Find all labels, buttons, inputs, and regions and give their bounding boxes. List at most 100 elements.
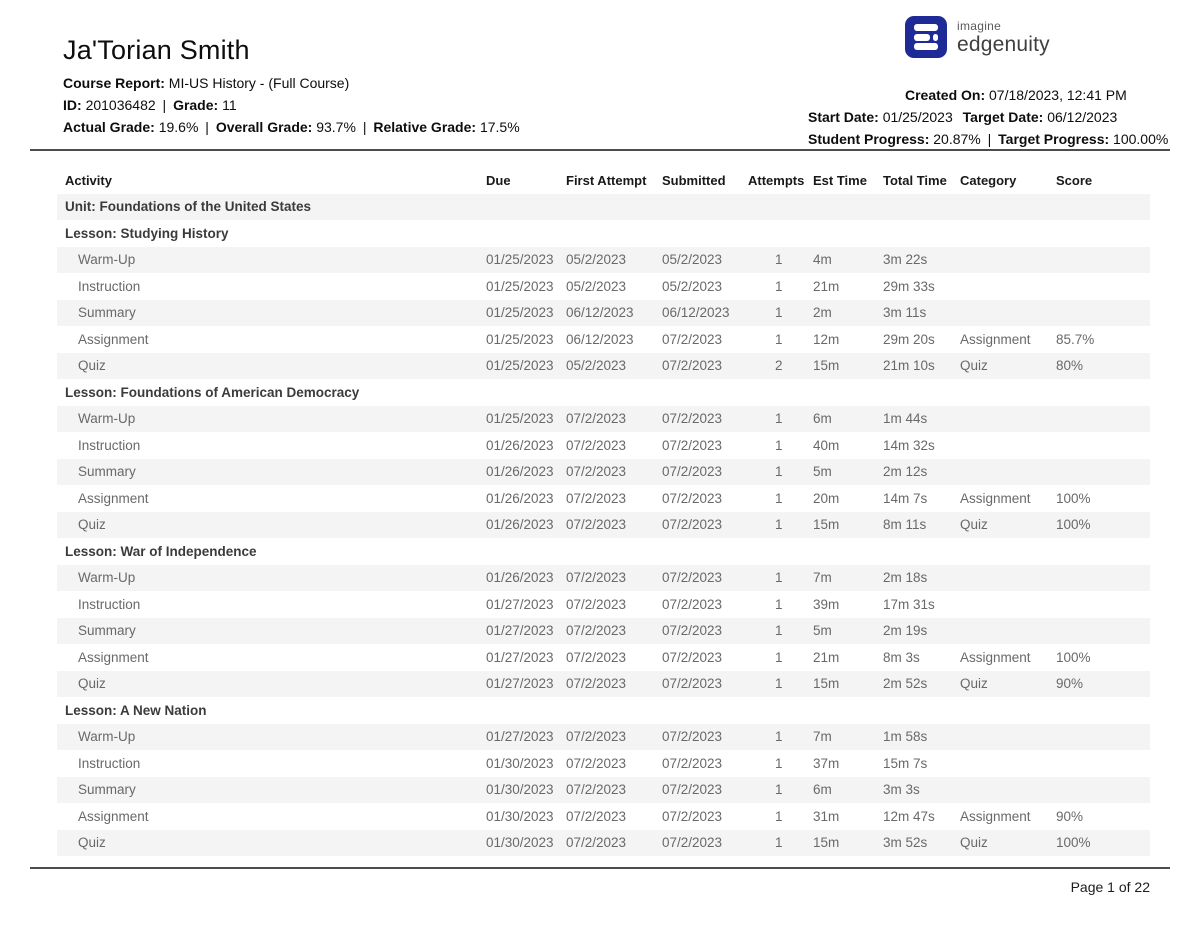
cell-submitted: 06/12/2023 xyxy=(662,305,730,321)
cell-submitted: 07/2/2023 xyxy=(662,808,723,824)
progress-line: Student Progress: 20.87% | Target Progre… xyxy=(808,128,1198,150)
cell-attempts: 1 xyxy=(775,623,783,639)
cell-category: Quiz xyxy=(960,676,988,692)
cell-first-attempt: 07/2/2023 xyxy=(566,596,627,612)
cell-attempts: 1 xyxy=(775,278,783,294)
cell-due: 01/27/2023 xyxy=(486,623,554,639)
cell-score xyxy=(1056,406,1150,433)
cell-score xyxy=(1056,591,1150,618)
cell-due: 01/27/2023 xyxy=(486,649,554,665)
cell-activity: Assignment xyxy=(78,808,149,824)
activity-row: Quiz 01/27/2023 07/2/2023 07/2/2023 1 15m 2m 5… xyxy=(57,670,1150,697)
cell-due: 01/30/2023 xyxy=(486,782,554,798)
edgenuity-logo: imagine edgenuity xyxy=(905,16,1198,58)
cell-activity: Instruction xyxy=(78,596,141,612)
cell-activity: Warm-Up xyxy=(78,411,136,427)
lesson-header-row: Lesson: War of Independence xyxy=(57,538,1150,565)
cell-est-time: 40m xyxy=(813,437,840,453)
cell-total-time: 15m 7s xyxy=(883,755,928,771)
cell-first-attempt: 07/2/2023 xyxy=(566,755,627,771)
activity-row: Summary 01/27/2023 07/2/2023 07/2/2023 1 5m 2m… xyxy=(57,617,1150,644)
cell-attempts: 1 xyxy=(775,252,783,268)
cell-attempts: 2 xyxy=(775,358,783,374)
cell-activity: Summary xyxy=(78,464,136,480)
cell-total-time: 2m 12s xyxy=(883,464,928,480)
cell-submitted: 07/2/2023 xyxy=(662,358,723,374)
cell-first-attempt: 06/12/2023 xyxy=(566,331,634,347)
cell-submitted: 07/2/2023 xyxy=(662,490,723,506)
cell-score: 100% xyxy=(1056,649,1091,665)
cell-score: 100% xyxy=(1056,835,1091,851)
cell-score: 90% xyxy=(1056,676,1084,692)
cell-first-attempt: 07/2/2023 xyxy=(566,411,627,427)
cell-category: Quiz xyxy=(960,358,988,374)
cell-attempts: 1 xyxy=(775,411,783,427)
cell-category: Assignment xyxy=(960,490,1031,506)
cell-attempts: 1 xyxy=(775,517,783,533)
cell-due: 01/26/2023 xyxy=(486,490,554,506)
actual-grade-value: 19.6% xyxy=(158,119,199,135)
cell-est-time: 7m xyxy=(813,570,832,586)
pipe-separator: | xyxy=(987,131,992,147)
column-header-attempts: Attempts xyxy=(748,172,805,188)
lesson-header-row: Lesson: A New Nation xyxy=(57,697,1150,724)
activity-row: Instruction 01/30/2023 07/2/2023 07/2/2023 1… xyxy=(57,750,1150,777)
cell-submitted: 07/2/2023 xyxy=(662,755,723,771)
cell-due: 01/25/2023 xyxy=(486,305,554,321)
cell-attempts: 1 xyxy=(775,570,783,586)
cell-due: 01/25/2023 xyxy=(486,331,554,347)
cell-activity: Warm-Up xyxy=(78,252,136,268)
cell-activity: Quiz xyxy=(78,517,106,533)
cell-category xyxy=(960,724,1056,751)
activity-row: Warm-Up 01/25/2023 07/2/2023 07/2/2023 1 6m 1m… xyxy=(57,405,1150,433)
target-date-label: Target Date: xyxy=(962,109,1044,125)
cell-score: 90% xyxy=(1056,808,1084,824)
cell-total-time: 1m 58s xyxy=(883,729,928,745)
cell-est-time: 15m xyxy=(813,676,840,692)
cell-score xyxy=(1056,750,1150,777)
cell-total-time: 12m 47s xyxy=(883,808,935,824)
cell-attempts: 1 xyxy=(775,305,783,321)
cell-est-time: 6m xyxy=(813,411,832,427)
cell-attempts: 1 xyxy=(775,729,783,745)
cell-activity: Warm-Up xyxy=(78,570,136,586)
cell-score xyxy=(1056,565,1150,592)
cell-first-attempt: 07/2/2023 xyxy=(566,464,627,480)
cell-attempts: 1 xyxy=(775,649,783,665)
grade-label: Grade: xyxy=(173,97,219,113)
pipe-separator: | xyxy=(205,119,209,135)
cell-attempts: 1 xyxy=(775,676,783,692)
cell-category xyxy=(960,300,1056,327)
cell-first-attempt: 07/2/2023 xyxy=(566,782,627,798)
cell-total-time: 29m 20s xyxy=(883,331,935,347)
cell-activity: Assignment xyxy=(78,490,149,506)
start-date-label: Start Date: xyxy=(808,109,879,125)
cell-total-time: 3m 3s xyxy=(883,782,920,798)
cell-score: 85.7% xyxy=(1056,331,1095,347)
cell-due: 01/30/2023 xyxy=(486,835,554,851)
id-value: 201036482 xyxy=(85,97,156,113)
course-report-label: Course Report: xyxy=(63,75,165,91)
overall-grade-label: Overall Grade: xyxy=(215,119,313,135)
logo-brand-top: imagine xyxy=(957,18,1002,33)
target-date-value: 06/12/2023 xyxy=(1047,109,1118,125)
cell-submitted: 07/2/2023 xyxy=(662,835,723,851)
activity-row: Summary 01/30/2023 07/2/2023 07/2/2023 1 6m 3m… xyxy=(57,776,1150,804)
cell-est-time: 5m xyxy=(813,623,832,639)
unit-header-row: Unit: Foundations of the United States xyxy=(57,193,1150,220)
activity-row: Instruction 01/27/2023 07/2/2023 07/2/2023 1… xyxy=(57,591,1150,618)
lesson-header-row: Lesson: Foundations of American Democrac… xyxy=(57,379,1150,406)
cell-total-time: 21m 10s xyxy=(883,358,935,374)
cell-total-time: 14m 32s xyxy=(883,437,935,453)
cell-score: 80% xyxy=(1056,358,1084,374)
cell-score xyxy=(1056,777,1150,804)
cell-category xyxy=(960,406,1056,433)
cell-total-time: 3m 52s xyxy=(883,835,928,851)
cell-attempts: 1 xyxy=(775,596,783,612)
cell-activity: Quiz xyxy=(78,358,106,374)
cell-activity: Instruction xyxy=(78,437,141,453)
cell-category xyxy=(960,247,1056,274)
cell-total-time: 29m 33s xyxy=(883,278,935,294)
cell-submitted: 07/2/2023 xyxy=(662,676,723,692)
cell-due: 01/26/2023 xyxy=(486,437,554,453)
